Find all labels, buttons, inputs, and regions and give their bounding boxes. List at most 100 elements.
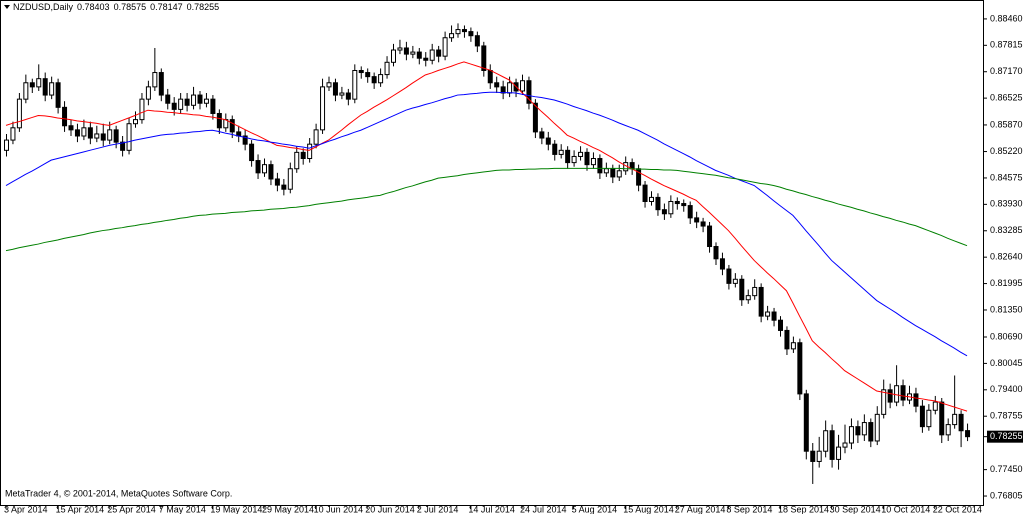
candle-body (745, 295, 751, 301)
candle-body (216, 112, 222, 129)
candle-body (74, 129, 80, 137)
candle-body (410, 51, 416, 55)
candle-body (932, 401, 938, 411)
candle-body (339, 92, 345, 96)
candle-body (874, 413, 880, 442)
candle-body (100, 133, 106, 141)
candle-body (197, 94, 203, 104)
candle-body (700, 221, 706, 227)
candle-body (191, 94, 197, 106)
candle-body (403, 47, 409, 55)
candle-body (958, 413, 964, 432)
candle-body (694, 217, 700, 223)
candle-body (707, 225, 713, 248)
candle-body (578, 151, 584, 157)
candle-body (29, 82, 35, 88)
candle-body (945, 424, 951, 436)
symbol: NZDUSD,Daily (13, 2, 74, 12)
x-tick-label: 22 Oct 2014 (933, 504, 982, 514)
candle-body (952, 413, 958, 426)
candle-body (494, 82, 500, 88)
candle-body (262, 164, 267, 174)
x-tick-label: 10 Jun 2014 (314, 504, 364, 514)
candle-body (913, 393, 919, 407)
candle-body (558, 149, 564, 155)
candle-body (900, 385, 906, 401)
candle-body (139, 98, 145, 121)
candle-body (384, 61, 390, 76)
x-tick-label: 5 Aug 2014 (572, 504, 618, 514)
x-tick-label: 29 May 2014 (262, 504, 314, 514)
candle-body (868, 422, 874, 442)
candle-body (49, 82, 55, 96)
candle-body (719, 258, 725, 270)
y-tick-label: 0.80690 (990, 331, 1023, 341)
x-tick-label: 14 Jul 2014 (468, 504, 515, 514)
candle-body (642, 184, 648, 202)
candle-body (797, 342, 803, 395)
x-tick-label: 3 Apr 2014 (4, 504, 48, 514)
candle-body (474, 35, 480, 47)
candle-body (461, 29, 467, 33)
low: 0.78147 (150, 2, 183, 12)
candle-body (287, 168, 293, 190)
candle-body (23, 82, 29, 100)
y-tick-label: 0.83285 (990, 225, 1023, 235)
x-tick-label: 27 Aug 2014 (675, 504, 726, 514)
candle-body (603, 168, 609, 174)
candle-body (810, 450, 816, 462)
candle-body (16, 98, 22, 129)
candle-body (919, 405, 925, 428)
candle-body (378, 74, 384, 84)
candle-body (165, 94, 171, 104)
candle-body (823, 430, 829, 452)
candle-body (836, 446, 842, 460)
candle-body (487, 69, 493, 84)
candle-body (442, 37, 448, 57)
current-price-box (987, 430, 1023, 443)
candle-body (565, 149, 571, 164)
candle-body (739, 278, 745, 301)
candle-body (855, 426, 861, 436)
y-tick-label: 0.77450 (990, 464, 1023, 474)
y-tick-label: 0.80045 (990, 358, 1023, 368)
candle-body (545, 137, 551, 145)
y-tick-label: 0.87815 (990, 40, 1023, 50)
candle-body (597, 158, 603, 174)
candle-body (107, 129, 113, 141)
candle-body (429, 49, 435, 61)
candle-body (307, 143, 313, 160)
candle-body (468, 31, 474, 37)
candle-body (829, 430, 835, 460)
candle-body (752, 286, 758, 297)
y-tick-label: 0.82640 (990, 252, 1023, 262)
candle-body (332, 82, 338, 96)
candle-body (784, 329, 790, 350)
candle-body (274, 178, 280, 186)
moving-average (5, 167, 968, 252)
candle-body (281, 184, 287, 190)
candle-body (481, 45, 487, 71)
y-tick-label: 0.81350 (990, 304, 1023, 314)
y-tick-label: 0.85870 (990, 119, 1023, 129)
candle-body (649, 196, 654, 202)
candle-body (803, 393, 809, 452)
candle-body (365, 72, 371, 78)
candle-body (81, 127, 87, 137)
candle-body (171, 102, 177, 110)
candle-body (229, 119, 235, 133)
candle-body (848, 426, 854, 444)
x-tick-label: 2 Jul 2014 (417, 504, 459, 514)
candle-body (449, 33, 455, 39)
high: 0.78575 (114, 2, 147, 12)
candle-body (861, 422, 867, 436)
candle-body (352, 69, 358, 100)
candle-body (590, 158, 596, 166)
candle-body (681, 203, 687, 207)
candle-body (881, 389, 887, 415)
candle-body (326, 82, 332, 88)
candle-body (726, 268, 732, 284)
candle-body (713, 246, 719, 260)
candle-body (674, 200, 680, 205)
